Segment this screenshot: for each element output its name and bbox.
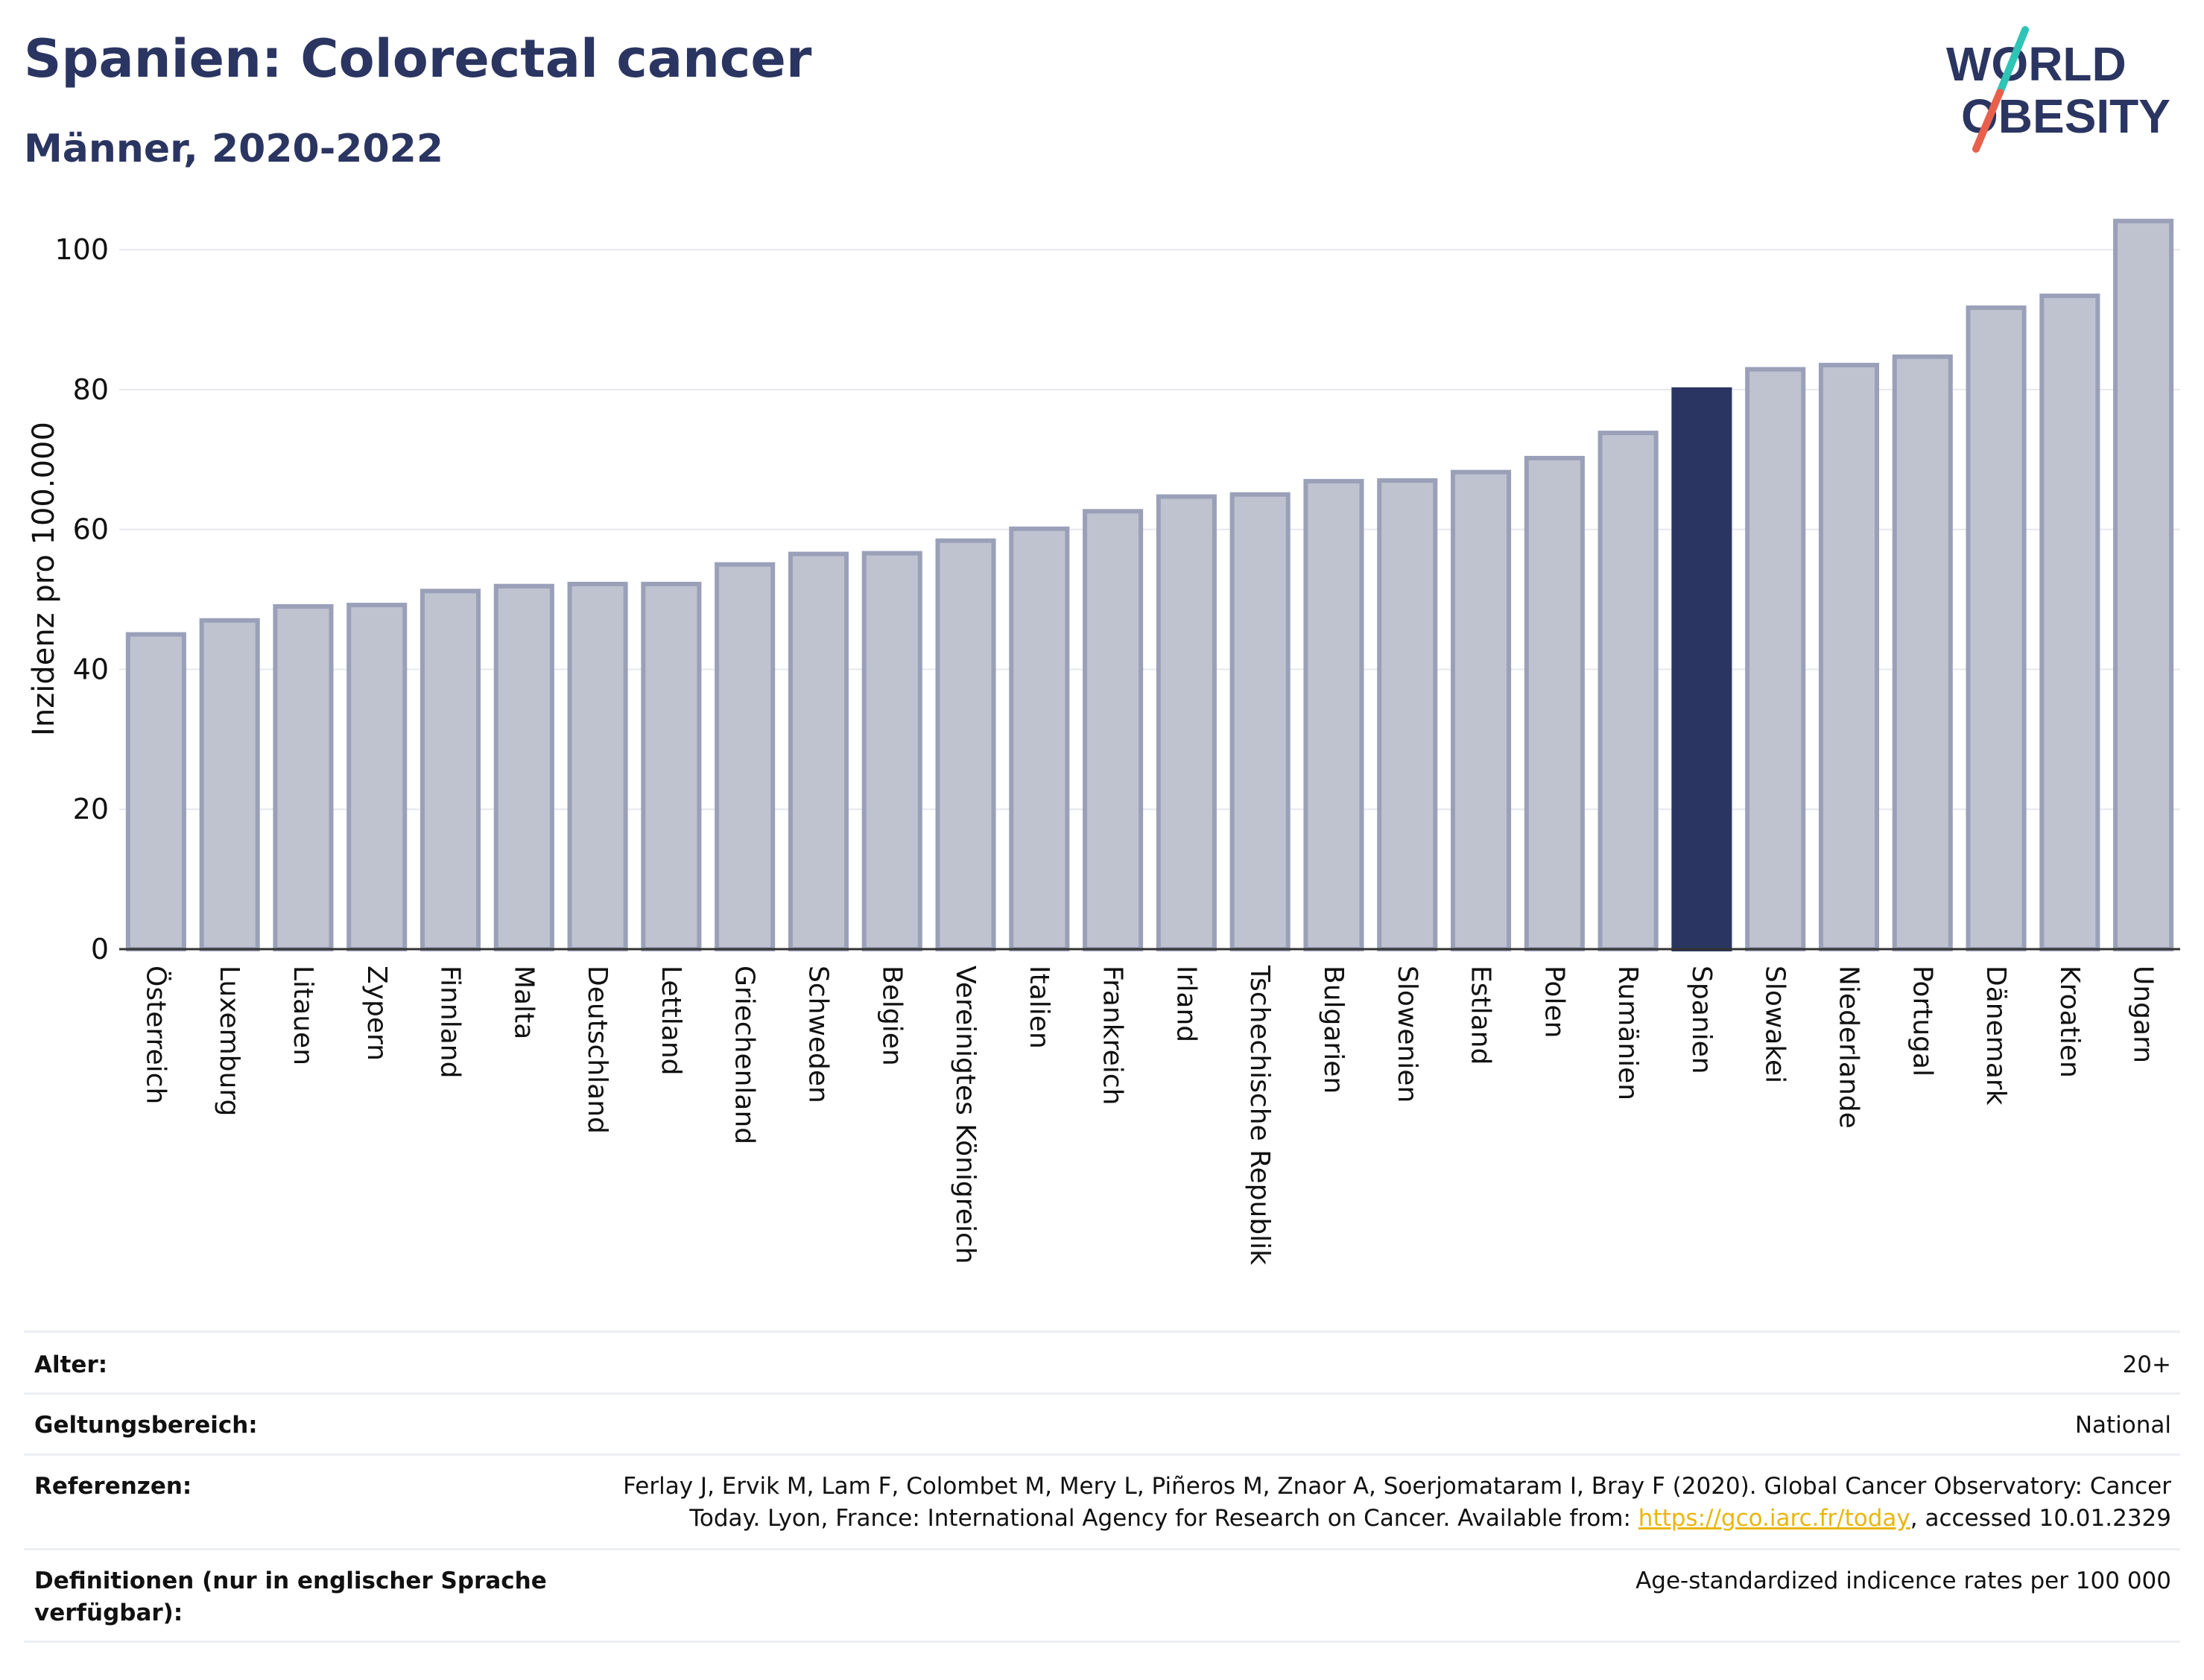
y-tick-labels: 0 20 40 60 80 100 [54,233,109,966]
world-obesity-logo: WORLD OBESITY [1946,26,2170,153]
x-tick-label: Spanien [1686,966,1717,1074]
x-tick-label: Zypern [361,966,392,1061]
meta-row-references: Referenzen: Ferlay J, Ervik M, Lam F, Co… [24,1456,2180,1550]
meta-def-value: Age-standardized indicence rates per 100… [1635,1568,2171,1594]
bar [1745,367,1806,951]
bar-chart: 0 20 40 60 80 100 Österreich Luxemburg Litauen Z… [27,218,2180,1265]
logo-slash-teal [1996,26,2029,96]
y-tick-label: 80 [73,373,109,406]
chart-subtitle: Männer, 2020-2022 [24,127,444,171]
y-tick-label: 100 [54,233,109,266]
bar [125,632,186,951]
bar [2039,294,2100,952]
bar [861,551,922,952]
x-tick-label: Dänemark [1980,966,2011,1106]
bar [1009,526,1070,951]
x-tick-label: Luxemburg [214,966,244,1116]
x-tick-label: Finnland [435,966,466,1078]
x-tick-label: Deutschland [582,966,612,1134]
bar [788,551,849,951]
meta-scope-value: National [2074,1412,2171,1439]
y-axis-label: Inzidenz pro 100.000 [27,422,61,736]
x-tick-label: Belgien [876,966,907,1066]
x-tick-label: Rumänien [1612,966,1643,1100]
bar [1892,354,1953,951]
meta-alter-value: 20+ [2122,1351,2171,1378]
bar [1818,363,1880,951]
bar [715,562,776,951]
x-tick-label: Schweden [802,966,833,1103]
meta-ref-label: Referenzen: [34,1473,192,1500]
logo-text-world: WORLD [1946,37,2127,91]
meta-row-definitions: Definitionen (nur in englischer Sprache … [24,1550,2180,1643]
bars [125,218,2174,952]
x-tick-label: Niederlande [1833,966,1863,1129]
meta-row-scope: Geltungsbereich: National [24,1395,2180,1456]
meta-row-alter: Alter: 20+ [24,1333,2180,1395]
ref-line-1: Ferlay J, Ervik M, Lam F, Colombet M, Me… [623,1473,2171,1500]
x-tick-label: Tschechische Republik [1244,965,1275,1265]
x-tick-label: Österreich [140,966,171,1104]
x-tick-label: Lettland [656,966,686,1076]
bar [1377,478,1438,951]
logo-slash-red [1972,89,2004,153]
bar [419,589,481,951]
y-tick-label: 20 [73,793,109,825]
x-tick-label: Slowenien [1392,966,1422,1103]
bar [567,581,628,952]
y-tick-label: 60 [73,513,109,546]
x-tick-label: Malta [508,966,539,1039]
bar [1966,305,2027,952]
x-tick-labels: Österreich Luxemburg Litauen Zypern Finnland… [140,965,2158,1265]
bar [1229,492,1291,951]
ref-line-2-pre: Today. Lyon, France: International Agenc… [689,1505,1638,1532]
y-tick-label: 0 [91,933,109,966]
x-tick-label: Kroatien [2054,966,2085,1078]
bar [273,603,334,951]
ref-link[interactable]: https://gco.iarc.fr/today [1638,1505,1910,1532]
metadata-table: Alter: 20+ Geltungsbereich: National Ref… [24,1331,2180,1643]
x-tick-label: Irland [1171,966,1201,1042]
x-tick-label: Bulgarien [1318,966,1349,1094]
bar [1083,509,1144,951]
bar [1597,431,1659,952]
bar [346,603,408,951]
chart-title: Spanien: Colorectal cancer [24,28,812,89]
ref-line-2-post: , accessed 10.01.2329 [1910,1505,2171,1532]
x-tick-label: Frankreich [1098,966,1128,1105]
x-tick-label: Estland [1466,966,1496,1065]
bar [641,581,702,952]
bar [493,583,554,951]
x-tick-label: Ungarn [2128,966,2159,1063]
x-tick-label: Portugal [1907,966,1937,1077]
x-tick-label: Polen [1539,966,1569,1038]
x-tick-label: Griechenland [729,966,760,1144]
x-tick-label: Vereinigtes Königreich [950,966,981,1264]
bar [2113,218,2174,952]
x-tick-label: Slowakei [1760,966,1790,1083]
bar [1156,494,1217,951]
meta-def-label: Definitionen (nur in englischer Sprache … [34,1568,547,1626]
meta-scope-label: Geltungsbereich: [34,1412,258,1439]
bar [199,618,260,951]
y-tick-label: 40 [73,653,109,685]
bar [935,538,996,951]
bar [1450,469,1512,951]
x-tick-label: Litauen [288,966,318,1065]
ref-line-2: Today. Lyon, France: International Agenc… [623,1503,2171,1535]
meta-alter-label: Alter: [34,1351,108,1378]
bar [1524,455,1585,951]
x-tick-label: Italien [1024,966,1054,1049]
meta-ref-value: Ferlay J, Ervik M, Lam F, Colombet M, Me… [623,1471,2180,1535]
bar [1303,478,1364,951]
bar-highlight [1671,387,1732,951]
